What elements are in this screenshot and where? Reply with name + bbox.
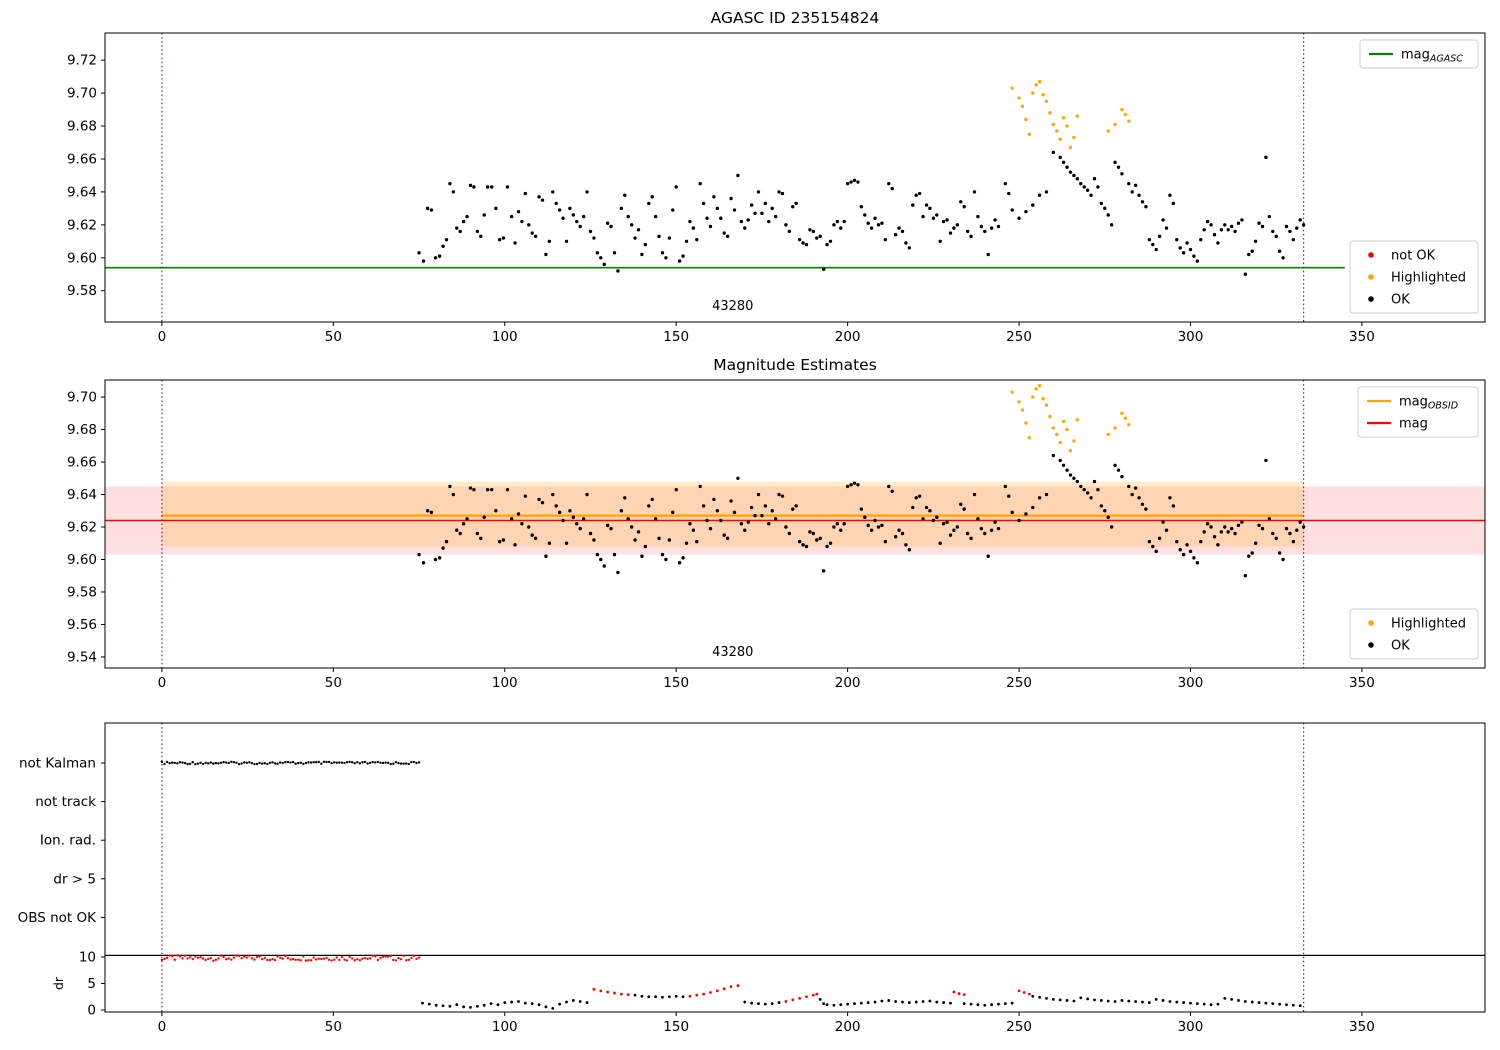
- x-tick-label: 300: [1178, 1019, 1204, 1035]
- series-dr-ok: [421, 993, 1302, 1010]
- y-tick-label: 9.58: [67, 584, 97, 600]
- dr-tick-label: 0: [87, 1003, 96, 1019]
- x-tick-label: 250: [1006, 675, 1032, 691]
- legend-dot-sample: [1368, 296, 1374, 302]
- x-tick-label: 300: [1178, 329, 1204, 345]
- y-tick-label: 9.62: [67, 520, 97, 536]
- obsid-annotation: 43280: [712, 299, 753, 314]
- flag-row-label: not track: [35, 794, 96, 810]
- y-tick-label: 9.72: [67, 53, 97, 69]
- axes-frame: [104, 32, 1486, 323]
- flags-dr-chart: not Kalman not track Ion. rad. dr > 5 OBS no…: [18, 722, 1486, 1035]
- series-highlighted: [1010, 79, 1131, 150]
- x-tick-label: 50: [325, 675, 342, 691]
- magnitude-estimates-chart: 0 50 100 150 200 250 300 350 9.54 9.56 9.58 9.60 9.6…: [67, 356, 1486, 691]
- obsid-annotation: 43280: [712, 645, 753, 660]
- dr-axis-label: dr: [51, 976, 66, 990]
- legend-label: Highlighted: [1391, 271, 1466, 286]
- legend-dot-sample: [1368, 620, 1374, 626]
- x-tick-label: 100: [492, 675, 518, 691]
- chart-title: Magnitude Estimates: [713, 356, 877, 374]
- y-tick-label: 9.58: [67, 283, 97, 299]
- y-tick-label: 9.70: [67, 86, 97, 102]
- legend-label: Highlighted: [1391, 617, 1466, 632]
- legend: magAGASC: [1359, 39, 1479, 69]
- legend-box: [1349, 608, 1479, 660]
- x-tick-label: 250: [1006, 329, 1032, 345]
- flag-row-label: Ion. rad.: [40, 833, 96, 849]
- legend-box: [1357, 386, 1479, 438]
- x-tick-label: 150: [663, 675, 689, 691]
- x-tick-label: 200: [835, 675, 861, 691]
- dr-tick-label: 10: [79, 950, 96, 966]
- x-tick-label: 300: [1178, 675, 1204, 691]
- flag-row-label: dr > 5: [53, 871, 96, 887]
- x-tick-label: 200: [835, 1019, 861, 1035]
- dr-tick-label: 5: [87, 976, 96, 992]
- legend-box: [1359, 39, 1479, 69]
- x-tick-label: 350: [1349, 675, 1375, 691]
- y-tick-label: 9.66: [67, 151, 97, 167]
- y-tick-label: 9.70: [67, 390, 97, 406]
- legend-label: OK: [1391, 639, 1410, 654]
- legend-label: not OK: [1391, 249, 1436, 264]
- x-tick-label: 200: [835, 329, 861, 345]
- series-dr-not-ok: [592, 984, 1031, 1003]
- flag-row-label: not Kalman: [19, 756, 96, 772]
- legend-dot-sample: [1368, 252, 1374, 258]
- legend-dot-sample: [1368, 642, 1374, 648]
- legend: not OK Highlighted OK: [1349, 240, 1479, 314]
- flag-row-label: OBS not OK: [18, 910, 98, 926]
- axes-frame: [104, 379, 1486, 669]
- legend-label: mag: [1399, 417, 1428, 432]
- x-tick-label: 100: [492, 1019, 518, 1035]
- mag-obsid-err-band: [161, 481, 1304, 547]
- x-tick-label: 0: [158, 675, 167, 691]
- dr-clipped-run: [160, 954, 421, 962]
- series-ok: [417, 453, 1306, 578]
- y-tick-label: 9.62: [67, 217, 97, 233]
- y-tick-label: 9.68: [67, 422, 97, 438]
- x-tick-label: 150: [663, 1019, 689, 1035]
- y-tick-label: 9.66: [67, 455, 97, 471]
- y-tick-label: 9.56: [67, 617, 97, 633]
- y-tick-label: 9.60: [67, 552, 97, 568]
- axes-frame: [104, 722, 1486, 1013]
- x-tick-label: 50: [325, 1019, 342, 1035]
- x-tick-label: 0: [158, 329, 167, 345]
- y-tick-label: 9.60: [67, 250, 97, 266]
- y-tick-label: 9.54: [67, 649, 97, 665]
- x-tick-label: 150: [663, 329, 689, 345]
- legend: Highlighted OK: [1349, 608, 1479, 660]
- x-tick-label: 0: [158, 1019, 167, 1035]
- series-ok: [417, 150, 1306, 276]
- x-tick-label: 100: [492, 329, 518, 345]
- agasc-mag-chart: 0 50 100 150 200 250 300 350 9.58 9.60 9.62 9.64 9.6…: [67, 9, 1486, 345]
- y-tick-label: 9.64: [67, 487, 97, 503]
- x-tick-label: 350: [1349, 1019, 1375, 1035]
- x-tick-label: 50: [325, 329, 342, 345]
- chart-title: AGASC ID 235154824: [711, 9, 880, 27]
- series-highlighted: [1010, 383, 1131, 453]
- x-tick-label: 250: [1006, 1019, 1032, 1035]
- legend-box: [1349, 240, 1479, 314]
- legend-label: OK: [1391, 293, 1410, 308]
- y-tick-label: 9.68: [67, 119, 97, 135]
- not-kalman-run: [160, 760, 421, 766]
- legend-dot-sample: [1368, 274, 1374, 280]
- y-tick-label: 9.64: [67, 184, 97, 200]
- x-tick-label: 350: [1349, 329, 1375, 345]
